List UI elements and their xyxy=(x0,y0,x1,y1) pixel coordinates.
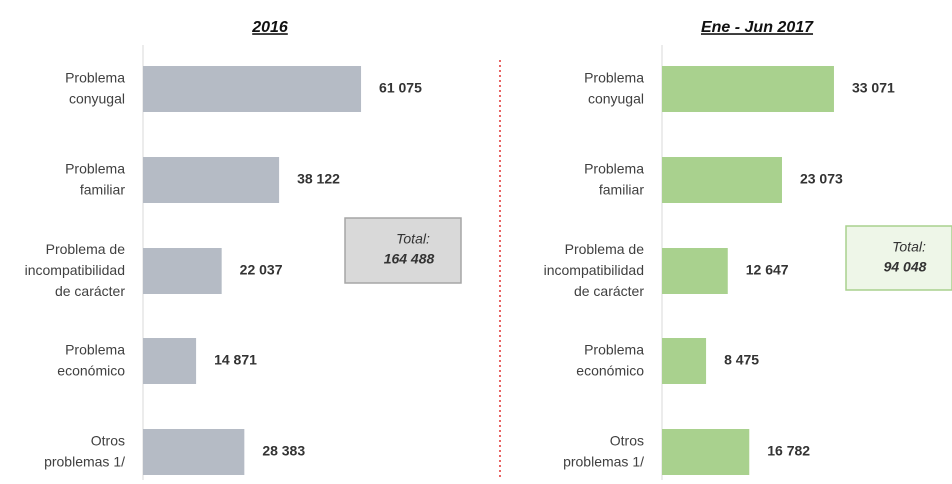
bar xyxy=(662,157,782,203)
value-label: 28 383 xyxy=(262,443,305,459)
value-label: 14 871 xyxy=(214,352,257,368)
value-label: 8 475 xyxy=(724,352,759,368)
category-label: Otros problemas 1/ xyxy=(44,432,125,469)
bar xyxy=(662,248,728,294)
value-label: 23 073 xyxy=(800,171,843,187)
total-label: Total: xyxy=(892,239,926,255)
category-label: Problema familiar xyxy=(584,160,644,197)
value-label: 38 122 xyxy=(297,171,340,187)
bar xyxy=(662,66,834,112)
category-label: Problema económico xyxy=(57,341,125,378)
category-label: Problema familiar xyxy=(65,160,125,197)
chart-title: Ene - Jun 2017 xyxy=(701,19,814,36)
chart-title: 2016 xyxy=(251,19,288,36)
value-label: 12 647 xyxy=(746,262,789,278)
bar xyxy=(143,429,245,475)
total-label: Total: xyxy=(396,231,430,247)
bar xyxy=(662,429,750,475)
total-box xyxy=(845,225,952,291)
bar xyxy=(143,66,362,112)
bar xyxy=(662,338,707,384)
value-label: 61 075 xyxy=(379,80,422,96)
bar xyxy=(143,157,280,203)
category-label: Otros problemas 1/ xyxy=(563,432,644,469)
value-label: 22 037 xyxy=(240,262,283,278)
bar xyxy=(143,338,197,384)
value-label: 16 782 xyxy=(767,443,810,459)
category-label: Problema económico xyxy=(576,341,644,378)
total-value: 164 488 xyxy=(384,251,435,267)
category-label: Problema de incompatibilidad de carácter xyxy=(544,241,645,299)
category-label: Problema conyugal xyxy=(65,69,125,106)
category-label: Problema conyugal xyxy=(584,69,644,106)
total-box xyxy=(344,217,462,284)
category-label: Problema de incompatibilidad de carácter xyxy=(25,241,126,299)
total-value: 94 048 xyxy=(884,259,927,275)
value-label: 33 071 xyxy=(852,80,895,96)
bar xyxy=(143,248,222,294)
